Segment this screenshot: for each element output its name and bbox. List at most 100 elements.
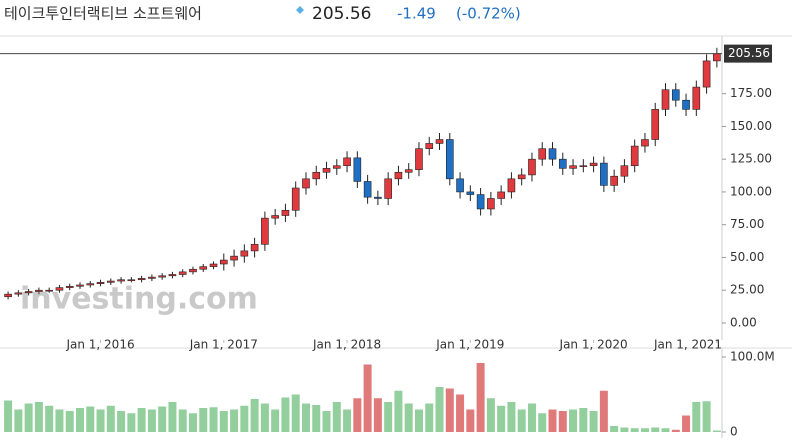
volume-bar xyxy=(353,398,362,432)
volume-bar xyxy=(96,409,105,432)
candle-body xyxy=(24,291,33,294)
volume-bar xyxy=(558,411,567,432)
volume-bar xyxy=(127,413,136,432)
x-tick-label: Jan 1, 2020 xyxy=(559,338,628,352)
volume-tick-label: 100.0M xyxy=(730,350,775,364)
candle-body xyxy=(589,162,598,167)
candle-body xyxy=(466,191,475,195)
candle-body xyxy=(312,171,321,180)
volume-bar xyxy=(158,406,167,432)
volume-bar xyxy=(250,399,259,432)
volume-bar xyxy=(147,409,156,432)
candle-body xyxy=(353,157,362,182)
candle-body xyxy=(548,148,557,160)
change: -1.49 xyxy=(397,5,436,23)
volume-bar xyxy=(24,403,33,432)
volume-bar xyxy=(497,405,506,432)
candle-body xyxy=(107,280,115,283)
volume-bar xyxy=(620,427,629,432)
candle-body xyxy=(713,53,721,62)
last-price-label: 205.56 xyxy=(728,46,770,60)
volume-bar xyxy=(640,428,649,432)
y-tick-label: 0.00 xyxy=(730,315,757,329)
candle-body xyxy=(199,266,208,270)
x-tick-label: Jan 1, 2016 xyxy=(65,338,134,352)
volume-bar xyxy=(137,408,146,432)
volume-bar xyxy=(4,400,13,432)
volume-bar xyxy=(281,397,290,432)
candle-body xyxy=(86,283,95,286)
y-tick-label: 25.00 xyxy=(730,283,764,297)
volume-bar xyxy=(260,403,269,432)
volume-bar xyxy=(527,403,536,432)
candle-body xyxy=(528,158,536,176)
candle-body xyxy=(651,109,660,140)
y-tick-label: 175.00 xyxy=(730,86,772,100)
candle-body xyxy=(55,287,64,291)
candle-body xyxy=(117,279,125,282)
last-price-box xyxy=(724,44,772,63)
volume-bar xyxy=(199,408,208,432)
candle-body xyxy=(394,171,403,180)
candle-body xyxy=(384,178,392,199)
x-tick-label: Jan 1, 2017 xyxy=(189,338,258,352)
volume-bar xyxy=(394,390,403,432)
volume-bar xyxy=(538,413,547,432)
volume-bar xyxy=(34,402,43,432)
candle-body xyxy=(343,157,351,167)
candle-body xyxy=(302,178,310,189)
candle-body xyxy=(569,165,577,169)
candle-body xyxy=(425,143,434,149)
volume-bar xyxy=(209,407,218,432)
y-tick-label: 75.00 xyxy=(730,217,764,231)
volume-bar xyxy=(569,409,578,432)
volume-bar xyxy=(45,405,54,432)
volume-bar xyxy=(476,363,485,432)
candle-body xyxy=(517,174,526,180)
candle-body xyxy=(148,276,156,279)
volume-bar xyxy=(425,403,434,432)
volume-bar xyxy=(332,402,341,432)
candle-body xyxy=(271,215,279,219)
candle-body xyxy=(14,292,23,295)
volume-bar xyxy=(435,387,444,432)
volume-bar xyxy=(445,388,454,432)
candle-body xyxy=(35,289,43,292)
candle-body xyxy=(76,284,84,287)
volume-bar xyxy=(630,428,639,432)
volume-bar xyxy=(271,409,280,432)
volume-tick-label: 0 xyxy=(730,425,738,439)
candle-body xyxy=(415,148,423,170)
volume-bar xyxy=(188,413,197,432)
volume-bar xyxy=(312,405,321,432)
candle-body xyxy=(641,139,649,147)
candle-body xyxy=(332,165,341,169)
volume-bar xyxy=(291,394,300,432)
candle-body xyxy=(230,255,238,261)
candle-body xyxy=(281,209,290,216)
candle-body xyxy=(209,263,218,267)
price: 205.56 xyxy=(312,4,371,24)
volume-bar xyxy=(230,409,239,432)
y-tick-label: 150.00 xyxy=(730,119,772,133)
volume-bar xyxy=(14,409,23,432)
candle-body xyxy=(137,278,146,281)
volume-bar xyxy=(240,405,249,432)
watermark: investing.com xyxy=(20,282,258,317)
candle-body xyxy=(168,274,177,277)
volume-bar xyxy=(106,405,115,432)
candle-body xyxy=(620,165,629,177)
volume-bar xyxy=(343,409,352,432)
x-tick-label: Jan 1, 2021 xyxy=(653,338,722,352)
candle-body xyxy=(178,271,187,275)
volume-bar xyxy=(651,427,660,432)
volume-bar xyxy=(75,408,84,432)
volume-bar xyxy=(178,409,187,432)
volume-bar xyxy=(55,409,64,432)
candle-body xyxy=(322,168,331,173)
candle-body xyxy=(45,289,53,292)
volume-bar xyxy=(384,402,393,432)
title: 테이크투인터랙티브 소프트웨어 xyxy=(4,5,202,23)
candle-body xyxy=(610,175,618,186)
